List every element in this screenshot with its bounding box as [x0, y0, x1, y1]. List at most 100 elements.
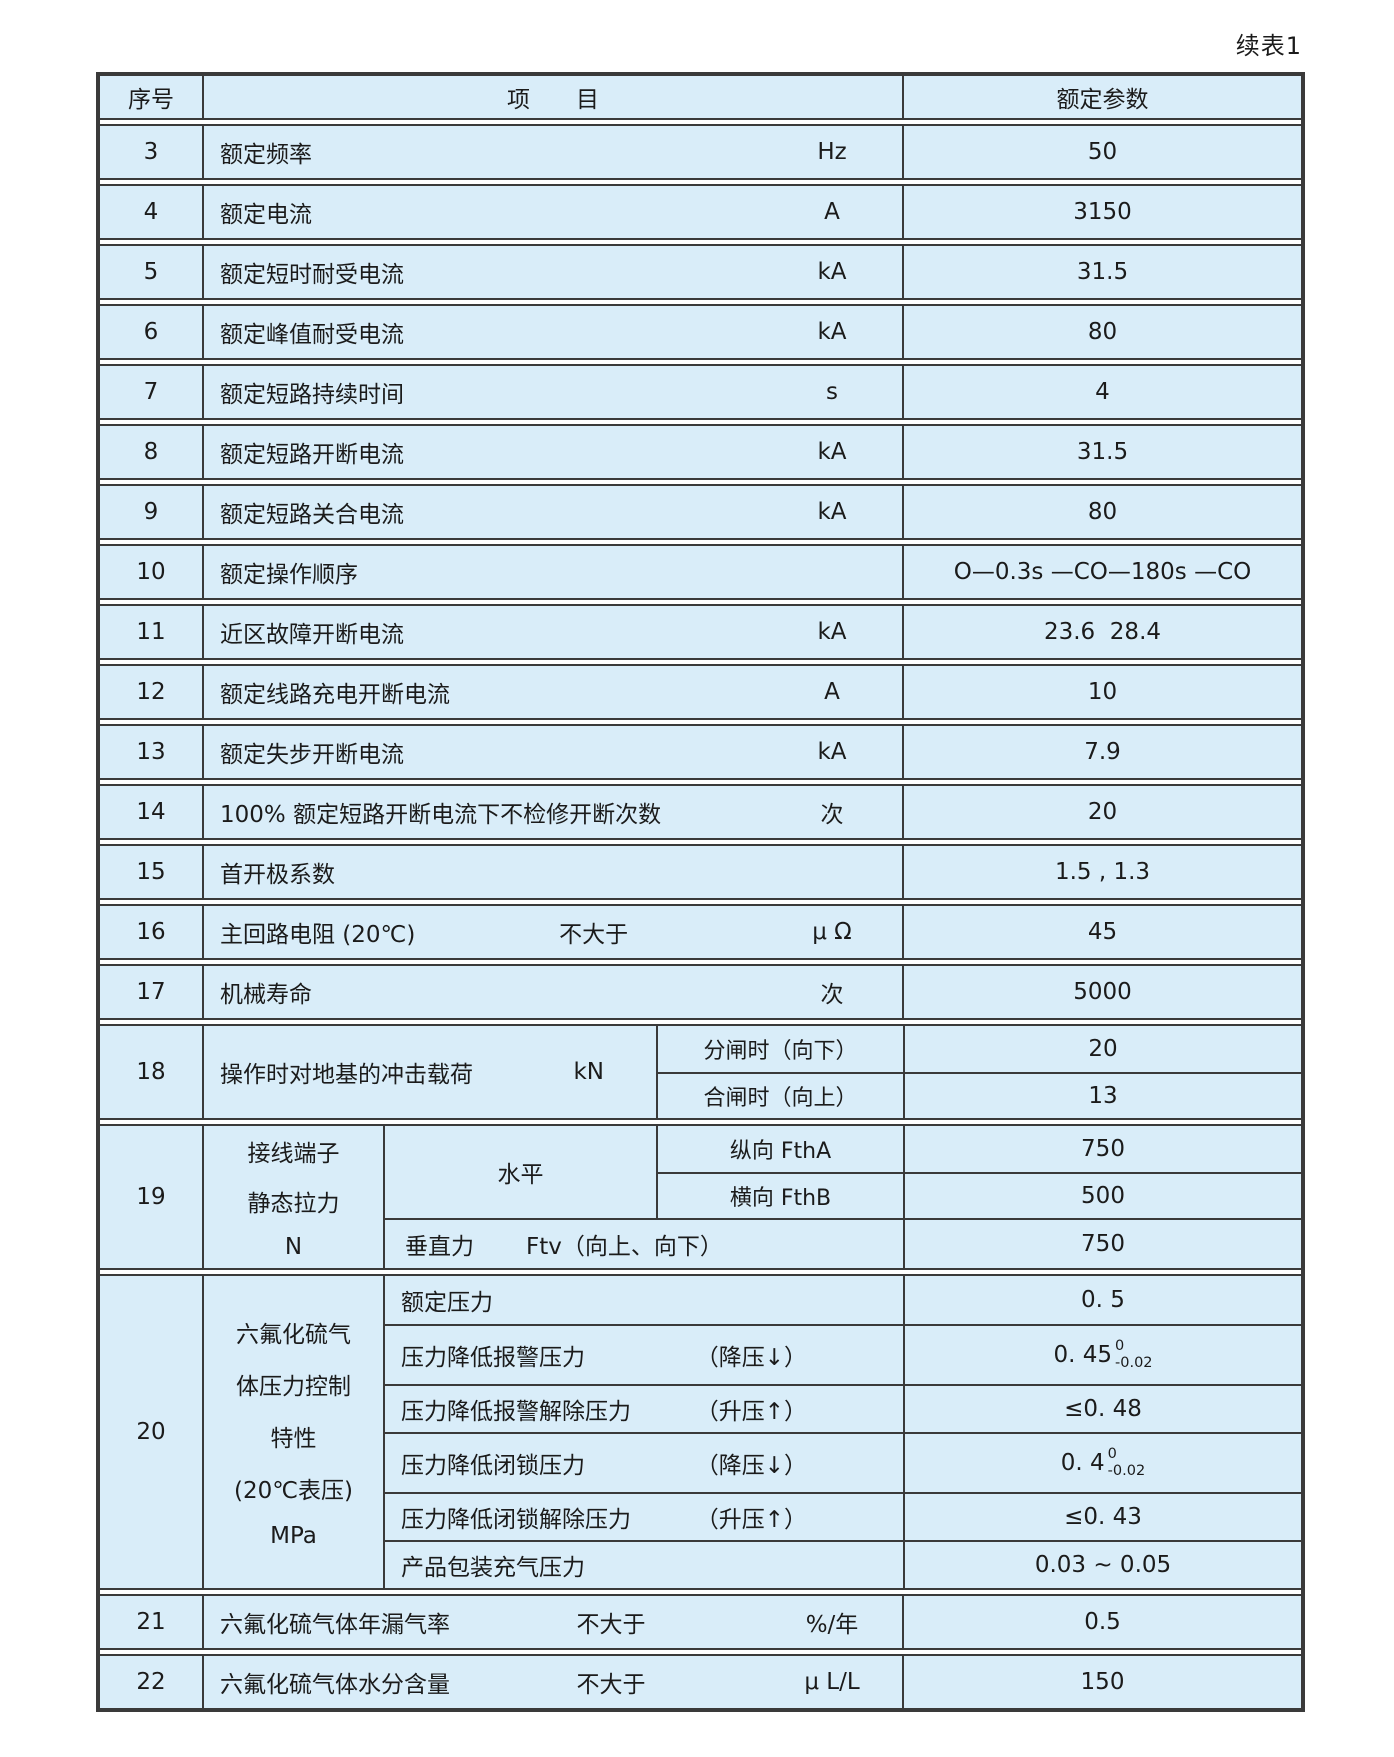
row-value: 45 [902, 906, 1301, 958]
sub-value: 0.03 ~ 0.05 [903, 1542, 1301, 1588]
sub-condition: （升压↑） [695, 1399, 807, 1425]
table-row: 11 近区故障开断电流 kA 23.6 28.4 [100, 604, 1301, 660]
row-item-cell: 100% 额定短路开断电流下不检修开断次数 次 [204, 786, 902, 838]
table-row: 16 主回路电阻 (20℃) 不大于 μ Ω 45 [100, 904, 1301, 960]
row-number: 5 [100, 246, 204, 298]
sub-value: 0. 4 0 -0.02 [903, 1434, 1301, 1492]
row-item-cell: 六氟化硫气体年漏气率 不大于 %/年 [204, 1596, 902, 1648]
row-number: 3 [100, 126, 204, 178]
row-unit: μ L/L [804, 1669, 860, 1695]
table-header-row: 序号 项 目 额定参数 [100, 74, 1301, 120]
row18-label: 操作时对地基的冲击载荷 [220, 1062, 473, 1088]
rows-upper-group: 3 额定频率 Hz 50 4 额定电流 A 3150 5 额定短时耐受电流 kA… [100, 124, 1301, 1020]
row-label: 额定操作顺序 [220, 562, 358, 588]
row20-sub-item: 产品包装充气压力 [385, 1542, 903, 1588]
row-label: 六氟化硫气体年漏气率 [220, 1612, 450, 1638]
row-number: 18 [100, 1026, 204, 1118]
row19-label-cell: 接线端子 静态拉力 N [204, 1126, 385, 1268]
row20-sub-item: 额定压力 [385, 1276, 903, 1324]
row-label: 六氟化硫气体水分含量 [220, 1672, 450, 1698]
table-row-18: 18 操作时对地基的冲击载荷 kN 分闸时（向下） 20 合闸时（向上） 13 [100, 1024, 1301, 1120]
row20-sub-item: 压力降低闭锁压力 （降压↓） [385, 1434, 903, 1492]
rows-lower-group: 21 六氟化硫气体年漏气率 不大于 %/年 0.5 22 六氟化硫气体水分含量 … [100, 1594, 1301, 1710]
row-value: 150 [902, 1656, 1301, 1708]
row20-label-line: MPa [270, 1523, 317, 1549]
sub-value: ≤0. 48 [903, 1386, 1301, 1432]
row-value: 31.5 [902, 426, 1301, 478]
sub-label: 压力降低报警压力 [401, 1345, 585, 1371]
table-row: 9 额定短路关合电流 kA 80 [100, 484, 1301, 540]
row20-sub-row: 压力降低报警压力 （降压↓） 0. 45 0 -0.02 [385, 1324, 1301, 1384]
row-number: 10 [100, 546, 204, 598]
row-label: 机械寿命 [220, 982, 312, 1008]
row19-horizontal-label: 水平 [385, 1126, 658, 1218]
row20-sub-item: 压力降低报警解除压力 （升压↑） [385, 1386, 903, 1432]
sub-label: 产品包装充气压力 [401, 1555, 585, 1581]
row-unit: μ Ω [812, 919, 852, 945]
sub-value: 13 [903, 1074, 1301, 1118]
row20-label-cell: 六氟化硫气 体压力控制 特性 (20℃表压) MPa [204, 1276, 385, 1588]
row-unit: %/年 [805, 1612, 859, 1638]
sub-value: ≤0. 43 [903, 1494, 1301, 1540]
col-header-no: 序号 [100, 76, 204, 118]
row18-item-cell: 操作时对地基的冲击载荷 kN [204, 1026, 658, 1118]
table-row-20: 20 六氟化硫气 体压力控制 特性 (20℃表压) MPa 额定压力 0. 5 … [100, 1274, 1301, 1590]
row-item-cell: 额定频率 Hz [204, 126, 902, 178]
row-value: 50 [902, 126, 1301, 178]
row-value: 4 [902, 366, 1301, 418]
spec-table: 序号 项 目 额定参数 3 额定频率 Hz 50 4 额定电流 A 3150 5… [96, 72, 1305, 1712]
row19-horizontal-block: 水平 纵向 FthA 750 横向 FthB 500 [385, 1126, 1301, 1218]
row-unit: kA [817, 439, 847, 465]
row-unit: kA [817, 319, 847, 345]
tolerance-lower: -0.02 [1107, 1463, 1146, 1479]
row19-label-line: 静态拉力 [247, 1191, 340, 1217]
row-number: 20 [100, 1276, 204, 1588]
row-qualifier: 不大于 [576, 1612, 646, 1638]
row18-subrows: 分闸时（向下） 20 合闸时（向上） 13 [658, 1026, 1301, 1118]
value-tolerance: 0 -0.02 [1108, 1446, 1146, 1479]
row20-sub-item: 压力降低报警压力 （降压↓） [385, 1326, 903, 1384]
row19-vertical-formula: Ftv（向上、向下） [526, 1234, 723, 1260]
row-number: 13 [100, 726, 204, 778]
row19-sub-transverse: 横向 FthB 500 [658, 1172, 1301, 1218]
row-item-cell: 额定峰值耐受电流 kA [204, 306, 902, 358]
row-item-cell: 额定电流 A [204, 186, 902, 238]
sub-label: 压力降低闭锁压力 [401, 1453, 585, 1479]
table-row: 6 额定峰值耐受电流 kA 80 [100, 304, 1301, 360]
row18-sub-open: 分闸时（向下） 20 [658, 1026, 1301, 1072]
value-base: ≤0. 48 [1064, 1396, 1142, 1422]
row20-label-line: 体压力控制 [236, 1374, 351, 1400]
sub-condition: （降压↓） [695, 1453, 807, 1479]
row-item-cell: 额定失步开断电流 kA [204, 726, 902, 778]
row-number: 9 [100, 486, 204, 538]
value-tolerance: 0 -0.02 [1115, 1338, 1153, 1371]
col-header-item: 项 目 [507, 87, 599, 113]
table-row: 13 额定失步开断电流 kA 7.9 [100, 724, 1301, 780]
row-unit: Hz [817, 139, 847, 165]
row-item-cell: 机械寿命 次 [204, 966, 902, 1018]
sub-label: 合闸时（向上） [703, 1086, 858, 1111]
row-number: 11 [100, 606, 204, 658]
sub-condition: （降压↓） [695, 1345, 807, 1371]
row20-subrows: 额定压力 0. 5 压力降低报警压力 （降压↓） 0. 45 0 -0.02 压… [385, 1276, 1301, 1588]
row-value: 0.5 [902, 1596, 1301, 1648]
row-value: O—0.3s —CO—180s —CO [902, 546, 1301, 598]
row-qualifier: 不大于 [559, 922, 629, 948]
row20-sub-item: 压力降低闭锁解除压力 （升压↑） [385, 1494, 903, 1540]
row20-sub-row: 额定压力 0. 5 [385, 1276, 1301, 1324]
row-label: 主回路电阻 (20℃) [220, 922, 416, 948]
row-number: 4 [100, 186, 204, 238]
table-row: 14 100% 额定短路开断电流下不检修开断次数 次 20 [100, 784, 1301, 840]
sub-label: 压力降低报警解除压力 [401, 1399, 631, 1425]
row19-subrows: 水平 纵向 FthA 750 横向 FthB 500 垂直 [385, 1126, 1301, 1268]
row-item-cell: 额定短路持续时间 s [204, 366, 902, 418]
row-label: 额定峰值耐受电流 [220, 322, 404, 348]
row-value: 23.6 28.4 [902, 606, 1301, 658]
row-unit: kA [817, 259, 847, 285]
sub-label: 分闸时（向下） [703, 1039, 858, 1064]
row20-sub-row: 产品包装充气压力 0.03 ~ 0.05 [385, 1540, 1301, 1588]
row19-vertical-cell: 垂直力 Ftv（向上、向下） [385, 1220, 903, 1268]
table-row: 3 额定频率 Hz 50 [100, 124, 1301, 180]
sub-value: 0. 45 0 -0.02 [903, 1326, 1301, 1384]
row-label: 额定线路充电开断电流 [220, 682, 450, 708]
